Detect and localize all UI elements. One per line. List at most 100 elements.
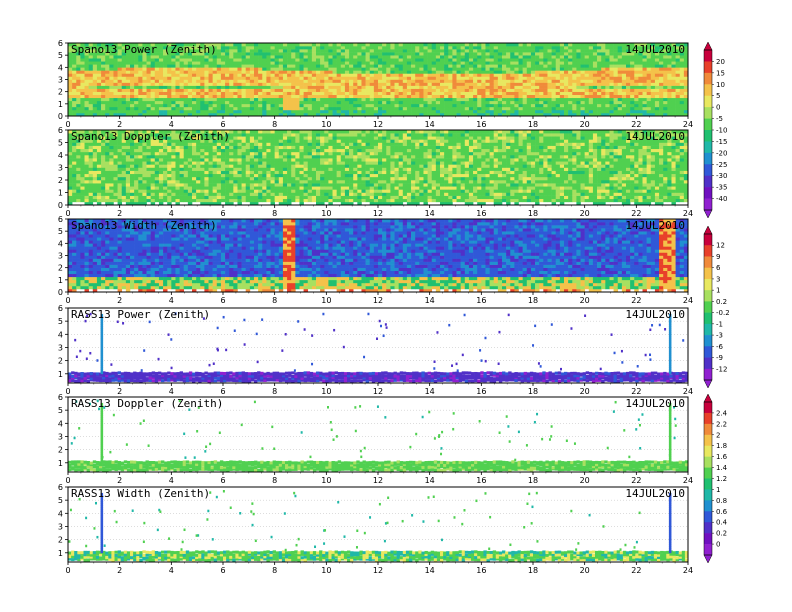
- heatmap-cell: [183, 158, 189, 162]
- heatmap-cell: [158, 82, 164, 86]
- heatmap-cell: [76, 151, 81, 156]
- heatmap-cell: [80, 106, 85, 111]
- heatmap-cell: [76, 139, 81, 143]
- heatmap-cell: [316, 70, 321, 74]
- heatmap-cell: [68, 73, 73, 77]
- heatmap-cell: [229, 79, 234, 83]
- heatmap-cell: [299, 70, 304, 74]
- heatmap-cell: [175, 142, 180, 146]
- heatmap-cell: [96, 79, 102, 83]
- heatmap-cell: [299, 103, 304, 108]
- heatmap-cell: [142, 155, 147, 159]
- heatmap-cell: [117, 112, 123, 117]
- heatmap-cell: [125, 94, 131, 99]
- heatmap-cell: [576, 55, 581, 59]
- heatmap-cell: [183, 67, 189, 71]
- heatmap-cell: [431, 100, 437, 105]
- heatmap-cell: [138, 58, 143, 62]
- heatmap-cell: [592, 70, 598, 74]
- heatmap-cell: [419, 79, 424, 83]
- heatmap-cell: [158, 76, 164, 80]
- heatmap-cell: [448, 55, 453, 59]
- heatmap-cell: [237, 164, 242, 168]
- heatmap-cell: [109, 70, 114, 74]
- heatmap-cell: [336, 67, 342, 71]
- heatmap-cell: [382, 100, 387, 105]
- heatmap-cell: [667, 88, 672, 92]
- heatmap-cell: [468, 73, 474, 77]
- heatmap-cell: [373, 61, 379, 65]
- heatmap-cell: [88, 189, 94, 193]
- heatmap-cell: [576, 103, 581, 108]
- heatmap-cell: [456, 106, 461, 111]
- heatmap-cell: [158, 201, 164, 206]
- heatmap-cell: [435, 85, 441, 89]
- heatmap-cell: [175, 55, 180, 59]
- heatmap-cell: [336, 70, 342, 74]
- heatmap-cell: [101, 91, 106, 96]
- heatmap-cell: [84, 148, 89, 153]
- heatmap-cell: [638, 82, 643, 86]
- heatmap-cell: [390, 85, 395, 89]
- heatmap-cell: [493, 82, 499, 86]
- heatmap-cell: [473, 82, 478, 86]
- heatmap-cell: [539, 109, 544, 114]
- heatmap-cell: [287, 173, 292, 178]
- heatmap-cell: [88, 167, 94, 171]
- heatmap-cell: [316, 73, 321, 77]
- heatmap-cell: [192, 94, 197, 99]
- heatmap-cell: [167, 82, 172, 86]
- heatmap-cell: [88, 173, 94, 178]
- heatmap-cell: [249, 158, 255, 162]
- heatmap-cell: [233, 161, 238, 165]
- heatmap-cell: [117, 139, 123, 143]
- heatmap-cell: [278, 183, 284, 187]
- heatmap-cell: [270, 106, 275, 111]
- heatmap-cell: [229, 70, 234, 74]
- heatmap-cell: [138, 155, 143, 159]
- heatmap-cell: [555, 43, 561, 47]
- heatmap-cell: [477, 88, 482, 92]
- heatmap-cell: [117, 180, 123, 184]
- heatmap-cell: [142, 198, 147, 203]
- heatmap-cell: [241, 46, 247, 50]
- heatmap-cell: [175, 58, 180, 62]
- heatmap-cell: [423, 73, 428, 77]
- heatmap-cell: [125, 67, 131, 71]
- heatmap-cell: [125, 186, 131, 190]
- heatmap-cell: [171, 49, 176, 53]
- heatmap-cell: [584, 100, 590, 105]
- heatmap-cell: [241, 186, 247, 190]
- heatmap-cell: [212, 46, 218, 50]
- heatmap-cell: [481, 100, 486, 105]
- heatmap-cell: [171, 151, 176, 156]
- heatmap-cell: [646, 112, 652, 117]
- heatmap-cell: [555, 73, 561, 77]
- heatmap-cell: [609, 61, 614, 65]
- heatmap-cell: [444, 67, 449, 71]
- heatmap-cell: [245, 180, 251, 184]
- heatmap-cell: [332, 70, 337, 74]
- heatmap-cell: [427, 103, 433, 108]
- heatmap-cell: [258, 91, 263, 96]
- heatmap-cell: [650, 109, 656, 114]
- heatmap-cell: [605, 49, 610, 53]
- heatmap-cell: [535, 97, 540, 102]
- heatmap-cell: [291, 100, 296, 105]
- heatmap-cell: [117, 94, 123, 99]
- heatmap-cell: [311, 58, 317, 62]
- heatmap-cell: [80, 82, 85, 86]
- heatmap-cell: [88, 186, 94, 190]
- heatmap-cell: [555, 46, 561, 50]
- heatmap-cell: [163, 112, 168, 117]
- heatmap-cell: [163, 94, 168, 99]
- heatmap-cell: [68, 183, 73, 187]
- heatmap-cell: [130, 88, 135, 92]
- heatmap-cell: [547, 112, 552, 117]
- heatmap-cell: [493, 58, 499, 62]
- heatmap-cell: [307, 67, 313, 71]
- heatmap-cell: [121, 79, 127, 83]
- heatmap-cell: [146, 189, 151, 193]
- heatmap-cell: [382, 52, 387, 56]
- heatmap-cell: [192, 67, 197, 71]
